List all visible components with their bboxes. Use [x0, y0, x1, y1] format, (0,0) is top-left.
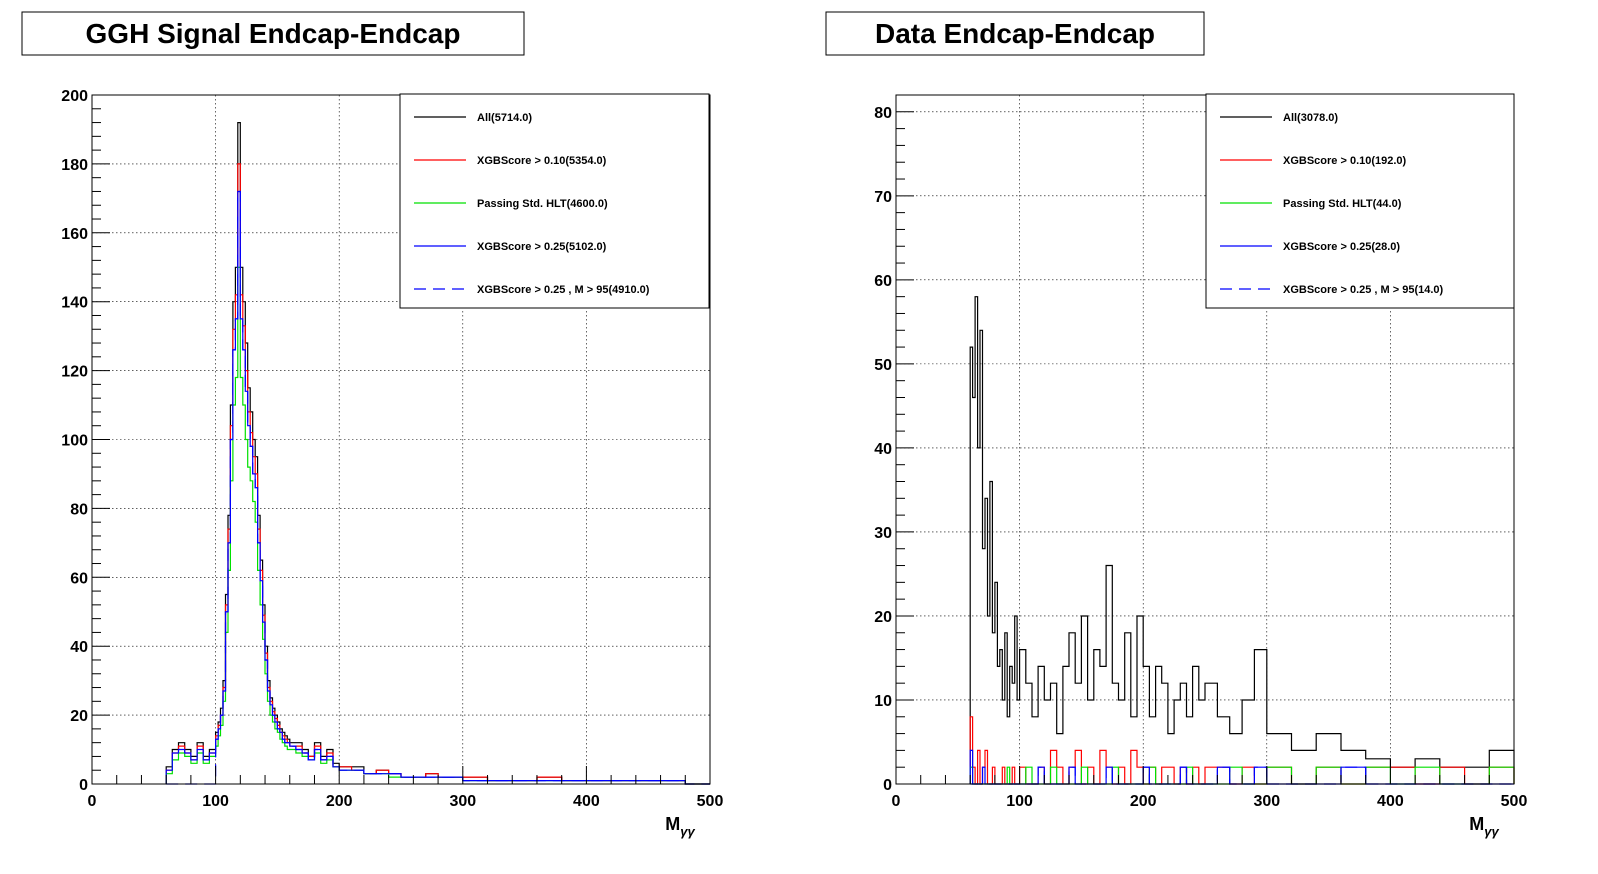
y-tick-label: 30 — [874, 525, 892, 542]
y-tick-label: 80 — [70, 501, 88, 518]
y-tick-label: 140 — [61, 295, 88, 312]
x-tick-label: 200 — [1130, 793, 1157, 810]
y-tick-label: 60 — [874, 273, 892, 290]
plot-frame — [895, 94, 1515, 785]
histogram-series-5 — [166, 190, 710, 785]
legend-label: Passing Std. HLT(44.0) — [1283, 198, 1402, 210]
x-tick-label: 400 — [573, 793, 600, 810]
x-tick-label: 0 — [892, 793, 901, 810]
chart-title: Data Endcap-Endcap — [875, 18, 1155, 49]
x-tick-label: 200 — [326, 793, 353, 810]
legend: All(3078.0) XGBScore > 0.10(192.0) Passing… — [1205, 93, 1515, 309]
y-tick-label: 0 — [883, 777, 892, 794]
x-axis-label: Mγγ — [665, 814, 695, 839]
x-tick-label: 0 — [88, 793, 97, 810]
chart-title-box — [825, 11, 1205, 56]
legend-label: XGBScore > 0.25(28.0) — [1283, 241, 1400, 253]
legend-label: All(3078.0) — [1283, 112, 1338, 124]
y-tick-label: 20 — [70, 708, 88, 725]
y-tick-label: 160 — [61, 226, 88, 243]
legend-label: XGBScore > 0.25 , M > 95(4910.0) — [477, 284, 650, 296]
x-tick-label: 100 — [1006, 793, 1033, 810]
y-tick-label: 50 — [874, 357, 892, 374]
y-tick-label: 60 — [70, 570, 88, 587]
y-tick-label: 10 — [874, 693, 892, 710]
histogram-series-5 — [970, 766, 1514, 785]
histogram-series-1 — [969, 296, 1515, 784]
x-tick-label: 100 — [202, 793, 229, 810]
x-tick-label: 300 — [1253, 793, 1280, 810]
chart-title-box — [21, 11, 525, 56]
legend-label: All(5714.0) — [477, 112, 532, 124]
y-tick-label: 0 — [79, 777, 88, 794]
legend-label: XGBScore > 0.10(192.0) — [1283, 155, 1407, 167]
y-tick-label: 80 — [874, 105, 892, 122]
x-tick-label: 500 — [1501, 793, 1528, 810]
y-tick-label: 120 — [61, 364, 88, 381]
y-tick-label: 40 — [70, 639, 88, 656]
y-tick-label: 180 — [61, 157, 88, 174]
legend-box — [399, 93, 710, 309]
y-tick-label: 70 — [874, 189, 892, 206]
x-tick-label: 300 — [449, 793, 476, 810]
x-tick-label: 400 — [1377, 793, 1404, 810]
y-tick-label: 200 — [61, 88, 88, 105]
legend-label: XGBScore > 0.25(5102.0) — [477, 241, 607, 253]
legend-label: XGBScore > 0.25 , M > 95(14.0) — [1283, 284, 1444, 296]
x-tick-label: 500 — [697, 793, 724, 810]
chart-title: GGH Signal Endcap-Endcap — [86, 18, 461, 49]
y-tick-label: 40 — [874, 441, 892, 458]
x-axis-label: Mγγ — [1469, 814, 1499, 839]
y-tick-label: 100 — [61, 433, 88, 450]
y-tick-label: 20 — [874, 609, 892, 626]
legend-box — [1205, 93, 1515, 309]
chart-2: Data Endcap-Endcap 0 100 200 300 400 500 0 10 20 3… — [825, 11, 1528, 839]
legend-label: XGBScore > 0.10(5354.0) — [477, 155, 607, 167]
legend-label: Passing Std. HLT(4600.0) — [477, 198, 608, 210]
legend: All(5714.0) XGBScore > 0.10(5354.0) Passin… — [399, 93, 710, 309]
